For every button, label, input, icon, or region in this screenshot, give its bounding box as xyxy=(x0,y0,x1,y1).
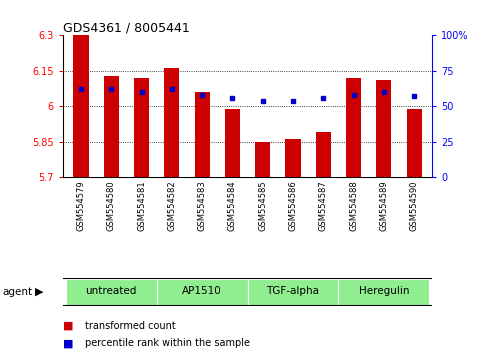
Bar xyxy=(66,279,156,305)
Text: GSM554585: GSM554585 xyxy=(258,180,267,231)
Text: ■: ■ xyxy=(63,338,77,348)
Bar xyxy=(346,78,361,177)
Bar xyxy=(104,75,119,177)
Text: TGF-alpha: TGF-alpha xyxy=(267,286,319,297)
Text: GDS4361 / 8005441: GDS4361 / 8005441 xyxy=(63,21,189,34)
Text: GSM554588: GSM554588 xyxy=(349,180,358,231)
Bar xyxy=(248,279,339,305)
Text: GSM554580: GSM554580 xyxy=(107,180,116,231)
Text: GSM554587: GSM554587 xyxy=(319,180,328,231)
Bar xyxy=(285,139,300,177)
Text: GSM554583: GSM554583 xyxy=(198,180,207,231)
Text: untreated: untreated xyxy=(85,286,137,297)
Bar xyxy=(73,35,88,177)
Text: Heregulin: Heregulin xyxy=(358,286,409,297)
Text: GSM554579: GSM554579 xyxy=(76,180,85,231)
Text: GSM554589: GSM554589 xyxy=(379,180,388,231)
Bar xyxy=(156,279,248,305)
Bar xyxy=(376,80,391,177)
Bar xyxy=(134,78,149,177)
Text: ▶: ▶ xyxy=(35,287,43,297)
Text: transformed count: transformed count xyxy=(85,321,175,331)
Text: GSM554584: GSM554584 xyxy=(228,180,237,231)
Bar xyxy=(407,109,422,177)
Bar xyxy=(255,142,270,177)
Bar xyxy=(316,132,331,177)
Text: GSM554582: GSM554582 xyxy=(167,180,176,231)
Bar xyxy=(164,68,179,177)
Bar xyxy=(225,109,240,177)
Text: GSM554581: GSM554581 xyxy=(137,180,146,231)
Bar xyxy=(195,92,210,177)
Text: GSM554586: GSM554586 xyxy=(288,180,298,231)
Text: agent: agent xyxy=(2,287,32,297)
Text: GSM554590: GSM554590 xyxy=(410,180,419,230)
Bar xyxy=(339,279,429,305)
Text: ■: ■ xyxy=(63,321,77,331)
Text: percentile rank within the sample: percentile rank within the sample xyxy=(85,338,250,348)
Text: AP1510: AP1510 xyxy=(182,286,222,297)
